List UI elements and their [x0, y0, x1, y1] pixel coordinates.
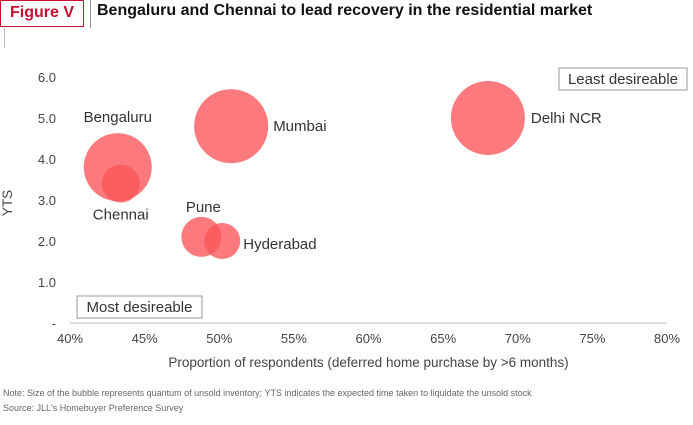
x-tick-label: 55% — [281, 331, 307, 346]
x-tick-label: 40% — [57, 331, 83, 346]
y-tick-label: 4.0 — [38, 152, 56, 167]
least-desireable-label-box — [558, 67, 688, 91]
point-label-hyderabad: Hyderabad — [243, 236, 316, 253]
y-tick-label: 1.0 — [38, 275, 56, 290]
bubble-chennai — [101, 164, 140, 203]
left-rule — [4, 28, 5, 48]
x-axis-title: Proportion of respondents (deferred home… — [168, 355, 568, 370]
y-tick-label: 2.0 — [38, 234, 56, 249]
chart-axes: 40% 45% 50% 55% 60% 65% 70% 75% 80% - 1.0 2.0 3.0 4.0… — [0, 70, 680, 370]
x-tick-label: 50% — [206, 331, 232, 346]
chart-labels: Bengaluru Chennai Mumbai Delhi NCR Pune Hyder… — [84, 109, 602, 253]
bubble-chart: 40% 45% 50% 55% 60% 65% 70% 75% 80% - 1.0 2.0 3.0 4.0… — [0, 67, 688, 370]
figure-label: Figure V — [0, 0, 84, 27]
chart-bubbles — [83, 81, 525, 259]
chart-note: Note: Size of the bubble represents quan… — [3, 388, 532, 398]
y-tick-label: 6.0 — [38, 70, 56, 85]
chart-quadrant-labels: Least desireable Most desireable — [76, 67, 688, 319]
y-tick-label: 3.0 — [38, 193, 56, 208]
bubble-hyderabad — [204, 223, 241, 259]
title-separator — [90, 0, 91, 28]
y-tick-label: - — [52, 316, 56, 331]
point-label-bengaluru: Bengaluru — [84, 109, 152, 126]
x-tick-label: 75% — [579, 331, 605, 346]
y-tick-label: 5.0 — [38, 111, 56, 126]
least-desireable-label: Least desireable — [568, 71, 678, 88]
point-label-pune: Pune — [186, 199, 221, 216]
x-tick-label: 45% — [132, 331, 158, 346]
point-label-delhi-ncr: Delhi NCR — [531, 110, 602, 127]
figure-header: Figure V Bengaluru and Chennai to lead r… — [0, 0, 693, 28]
bubble-mumbai — [194, 89, 269, 164]
point-label-mumbai: Mumbai — [273, 118, 326, 135]
bubble-delhi-ncr — [450, 81, 525, 155]
point-label-chennai: Chennai — [93, 207, 149, 224]
most-desireable-label-box — [76, 295, 203, 319]
x-tick-label: 80% — [654, 331, 680, 346]
x-tick-label: 70% — [505, 331, 531, 346]
y-axis-title: YTS — [0, 190, 15, 216]
figure-title: Bengaluru and Chennai to lead recovery i… — [97, 2, 593, 19]
most-desireable-label: Most desireable — [87, 299, 193, 316]
chart-source: Source: JLL's Homebuyer Preference Surve… — [3, 403, 184, 413]
x-tick-label: 60% — [355, 331, 381, 346]
x-tick-label: 65% — [430, 331, 456, 346]
